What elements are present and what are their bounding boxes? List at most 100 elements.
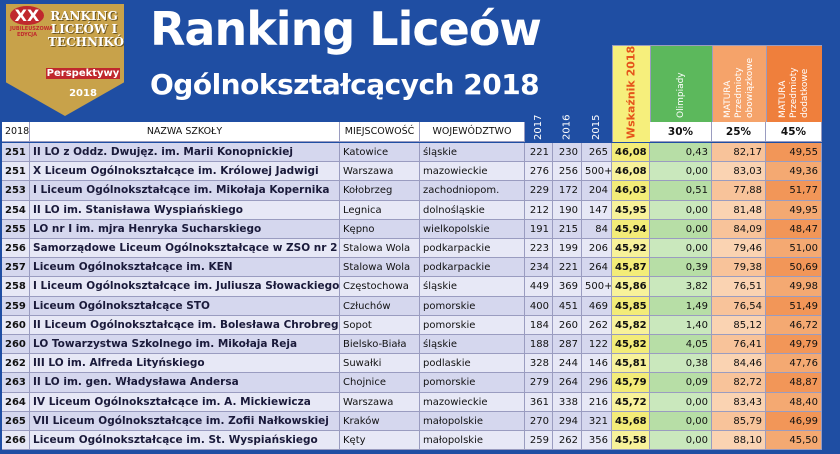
school-name: LO Towarzystwa Szkolnego im. Mikołaja Re… xyxy=(30,335,340,355)
school-name: Liceum Ogólnokształcące im. KEN xyxy=(30,258,340,278)
table-cell: 257 xyxy=(2,258,30,278)
school-name: Samorządowe Liceum Ogólnokształcące w ZS… xyxy=(30,239,340,259)
table-cell: 45,87 xyxy=(612,258,650,278)
table-cell: 451 xyxy=(553,296,582,316)
table-cell: 328 xyxy=(525,354,553,374)
table-cell: 0,38 xyxy=(650,354,712,374)
table-cell: 266 xyxy=(2,431,30,451)
table-cell: 270 xyxy=(525,411,553,431)
table-cell: 0,00 xyxy=(650,411,712,431)
table-cell: 47,76 xyxy=(766,354,822,374)
school-name: II LO im. gen. Władysława Andersa xyxy=(30,373,340,393)
table-cell: pomorskie xyxy=(420,373,525,393)
table-cell: 260 xyxy=(2,315,30,335)
table-cell: 84 xyxy=(582,219,612,239)
table-cell: 1,40 xyxy=(650,315,712,335)
table-cell: 338 xyxy=(553,392,582,412)
table-cell: 230 xyxy=(553,143,582,163)
school-name: LO nr I im. mjra Henryka Sucharskiego xyxy=(30,219,340,239)
school-name: Liceum Ogólnokształcące STO xyxy=(30,296,340,316)
column-header: MATURA Przedmioty obowiązkowe xyxy=(712,45,766,122)
table-cell: Kraków xyxy=(340,411,420,431)
table-cell: 256 xyxy=(553,162,582,182)
column-header: Olimpiady xyxy=(650,45,712,122)
table-cell: podkarpackie xyxy=(420,258,525,278)
table-cell: 81,48 xyxy=(712,200,766,220)
logo-edition: JUBILEUSZOWA EDYCJA xyxy=(10,26,53,38)
table-cell: 0,00 xyxy=(650,200,712,220)
table-cell: 77,88 xyxy=(712,181,766,201)
table-cell: 259 xyxy=(525,431,553,451)
table-cell: 221 xyxy=(553,258,582,278)
table-cell: Warszawa xyxy=(340,392,420,412)
table-cell: 76,51 xyxy=(712,277,766,297)
table-cell: 82,17 xyxy=(712,143,766,163)
table-cell: 1,49 xyxy=(650,296,712,316)
table-cell: mazowieckie xyxy=(420,392,525,412)
table-cell: 85,79 xyxy=(712,411,766,431)
table-cell: 369 xyxy=(553,277,582,297)
table-cell: Częstochowa xyxy=(340,277,420,297)
table-cell: 216 xyxy=(582,392,612,412)
weight: 25% xyxy=(712,122,766,142)
table-cell: Stalowa Wola xyxy=(340,239,420,259)
table-cell: 122 xyxy=(582,335,612,355)
logo-brand: Perspektywy xyxy=(46,68,120,79)
table-cell: 48,40 xyxy=(766,392,822,412)
table-cell: Warszawa xyxy=(340,162,420,182)
table-cell: 206 xyxy=(582,239,612,259)
school-name: IV Liceum Ogólnokształcące im. A. Mickie… xyxy=(30,392,340,412)
table-cell: Kępno xyxy=(340,219,420,239)
column-header: 2015 xyxy=(582,100,612,142)
table-cell: 79,46 xyxy=(712,239,766,259)
logo-badge: XX xyxy=(10,6,44,25)
table-cell: 51,49 xyxy=(766,296,822,316)
table-cell: 0,00 xyxy=(650,219,712,239)
table-cell: 253 xyxy=(2,181,30,201)
table-cell: 276 xyxy=(525,162,553,182)
table-cell: 260 xyxy=(2,335,30,355)
table-cell: 223 xyxy=(525,239,553,259)
school-name: VII Liceum Ogólnokształcące im. Zofii Na… xyxy=(30,411,340,431)
school-name: X Liceum Ogólnokształcące im. Królowej J… xyxy=(30,162,340,182)
column-header: NAZWA SZKOŁY xyxy=(30,122,340,142)
table-cell: 76,41 xyxy=(712,335,766,355)
table-cell: Stalowa Wola xyxy=(340,258,420,278)
column-header: 2017 xyxy=(525,100,553,142)
table-cell: 49,55 xyxy=(766,143,822,163)
table-cell: 49,79 xyxy=(766,335,822,355)
table-cell: 0,43 xyxy=(650,143,712,163)
table-cell: Sopot xyxy=(340,315,420,335)
column-header: 2018 xyxy=(2,122,30,142)
table-cell: Bielsko-Biała xyxy=(340,335,420,355)
table-cell: 46,99 xyxy=(766,411,822,431)
weight: 30% xyxy=(650,122,712,142)
logo-year: 2018 xyxy=(69,88,97,99)
table-cell: 84,09 xyxy=(712,219,766,239)
school-name: II Liceum Ogólnokształcące im. Bolesława… xyxy=(30,315,340,335)
school-name: II LO im. Stanisława Wyspiańskiego xyxy=(30,200,340,220)
subtitle: Ogólnokształcących 2018 xyxy=(150,68,540,101)
table-cell: 48,87 xyxy=(766,373,822,393)
table-cell: 45,81 xyxy=(612,354,650,374)
table-cell: 83,43 xyxy=(712,392,766,412)
table-cell: 45,72 xyxy=(612,392,650,412)
table-cell: 79,38 xyxy=(712,258,766,278)
table-cell: 449 xyxy=(525,277,553,297)
table-cell: 0,00 xyxy=(650,431,712,451)
table-cell: 45,85 xyxy=(612,296,650,316)
column-header: MIEJSCOWOŚĆ xyxy=(340,122,420,142)
table-cell: 255 xyxy=(2,219,30,239)
table-cell: 46,03 xyxy=(612,181,650,201)
table-cell: 50,69 xyxy=(766,258,822,278)
table-cell: 45,50 xyxy=(766,431,822,451)
table-cell: 49,95 xyxy=(766,200,822,220)
table-cell: 259 xyxy=(2,296,30,316)
table-cell: 45,86 xyxy=(612,277,650,297)
table-cell: śląskie xyxy=(420,335,525,355)
table-cell: 262 xyxy=(582,315,612,335)
table-cell: 400 xyxy=(525,296,553,316)
table-cell: 262 xyxy=(2,354,30,374)
